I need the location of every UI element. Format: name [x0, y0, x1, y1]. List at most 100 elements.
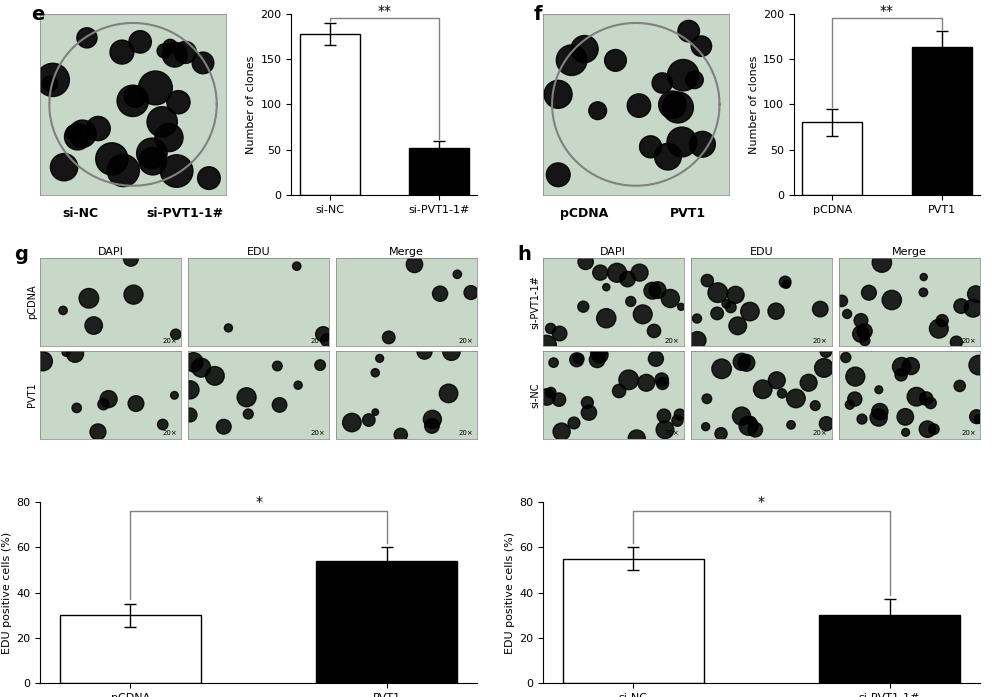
- Point: [919, 424, 935, 435]
- Point: [182, 409, 198, 420]
- Point: [693, 40, 709, 52]
- Point: [393, 429, 409, 441]
- Point: [579, 397, 595, 408]
- Point: [552, 328, 568, 339]
- Text: 20×: 20×: [310, 337, 325, 344]
- Point: [104, 153, 120, 164]
- Point: [449, 269, 465, 280]
- Point: [857, 325, 873, 337]
- Point: [839, 308, 855, 319]
- Point: [871, 384, 887, 395]
- Title: Merge: Merge: [892, 247, 927, 257]
- Text: 20×: 20×: [162, 430, 177, 436]
- Point: [216, 421, 232, 432]
- Point: [539, 339, 555, 351]
- Point: [689, 335, 705, 346]
- Point: [969, 411, 985, 422]
- Point: [871, 412, 887, 423]
- Point: [629, 433, 645, 444]
- Text: f: f: [533, 5, 542, 24]
- Point: [931, 323, 947, 335]
- Point: [847, 394, 863, 405]
- Bar: [60, 615, 201, 683]
- Point: [372, 353, 388, 364]
- Point: [670, 102, 686, 113]
- Point: [186, 357, 202, 368]
- Point: [74, 128, 90, 139]
- Point: [128, 398, 144, 409]
- Point: [965, 302, 981, 314]
- Point: [807, 400, 823, 411]
- Point: [115, 165, 131, 176]
- Bar: [802, 123, 862, 194]
- Point: [463, 287, 479, 298]
- Bar: [300, 34, 360, 194]
- Point: [853, 328, 869, 339]
- Bar: [316, 561, 457, 683]
- Point: [915, 286, 931, 298]
- Point: [125, 95, 141, 107]
- Y-axis label: si-NC: si-NC: [530, 382, 540, 408]
- Point: [916, 271, 932, 282]
- Point: [539, 392, 555, 403]
- Point: [675, 70, 691, 81]
- Bar: [563, 559, 704, 683]
- Point: [45, 75, 61, 86]
- Point: [432, 288, 448, 299]
- Point: [344, 417, 360, 428]
- Text: 20×: 20×: [458, 430, 473, 436]
- Point: [644, 285, 660, 296]
- Point: [592, 267, 608, 278]
- Text: 20×: 20×: [813, 337, 828, 344]
- Point: [312, 360, 328, 371]
- Point: [70, 131, 86, 142]
- Point: [550, 169, 566, 181]
- Text: 20×: 20×: [162, 337, 177, 344]
- Text: e: e: [31, 5, 44, 24]
- Point: [623, 296, 639, 307]
- Point: [367, 367, 383, 378]
- Point: [90, 427, 106, 438]
- Point: [575, 301, 591, 312]
- Point: [662, 293, 678, 304]
- Point: [768, 305, 784, 316]
- Point: [669, 415, 685, 427]
- Title: EDU: EDU: [247, 247, 270, 257]
- Point: [643, 141, 659, 153]
- Point: [161, 132, 177, 143]
- Point: [220, 322, 236, 333]
- Point: [55, 305, 71, 316]
- Point: [710, 287, 726, 298]
- Point: [590, 347, 606, 358]
- Point: [193, 362, 209, 373]
- Point: [381, 332, 397, 343]
- Point: [650, 284, 666, 296]
- Point: [952, 381, 968, 392]
- Point: [816, 362, 832, 374]
- Point: [195, 57, 211, 68]
- Point: [289, 261, 305, 272]
- Point: [315, 329, 331, 340]
- Point: [168, 329, 184, 340]
- Point: [590, 105, 606, 116]
- Text: **: **: [880, 3, 894, 17]
- Point: [953, 300, 969, 312]
- Text: 20×: 20×: [961, 337, 976, 344]
- Point: [69, 402, 85, 413]
- Point: [801, 377, 817, 388]
- Text: *: *: [758, 495, 765, 509]
- Text: 20×: 20×: [310, 430, 325, 436]
- Point: [699, 275, 715, 286]
- Point: [741, 420, 757, 431]
- Text: h: h: [517, 245, 531, 264]
- Point: [734, 411, 750, 422]
- Y-axis label: Number of clones: Number of clones: [246, 55, 256, 153]
- Point: [155, 419, 171, 430]
- Y-axis label: EDU positive cells (%): EDU positive cells (%): [505, 532, 515, 654]
- Point: [156, 45, 172, 56]
- Text: *: *: [255, 495, 262, 509]
- Point: [367, 406, 383, 418]
- Point: [674, 137, 690, 148]
- Point: [713, 428, 729, 439]
- Y-axis label: EDU positive cells (%): EDU positive cells (%): [2, 532, 12, 654]
